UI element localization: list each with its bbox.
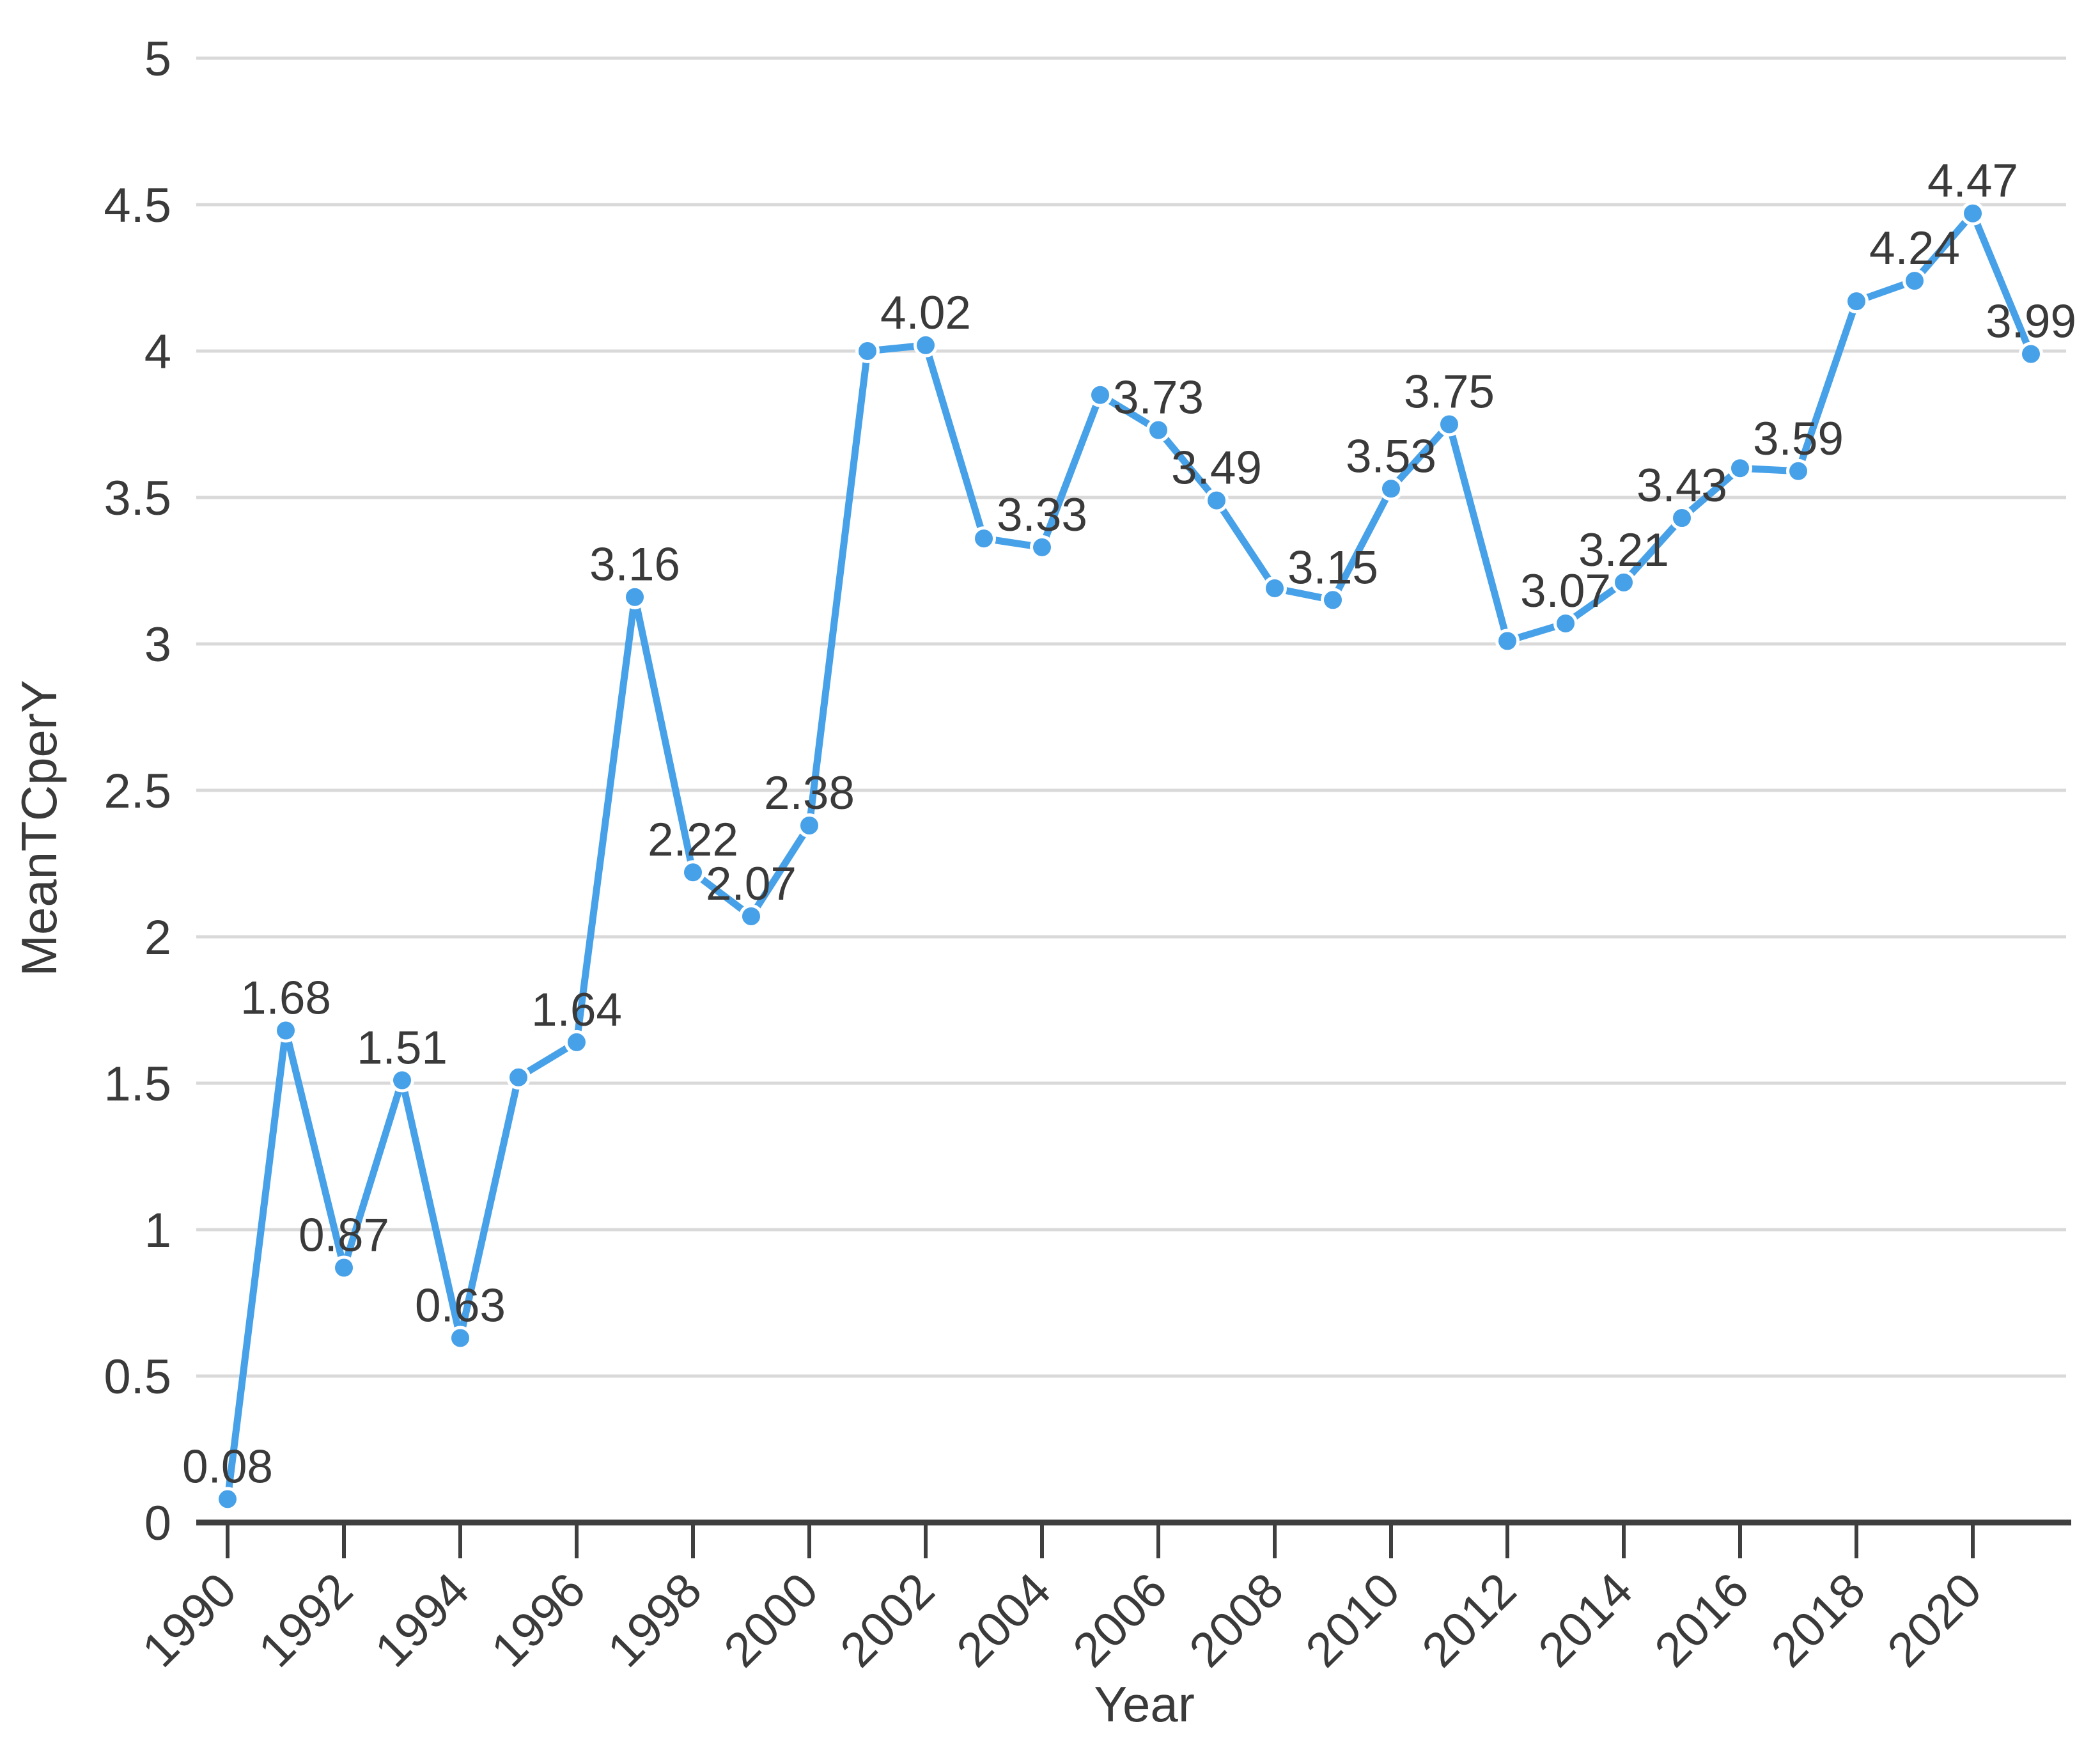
data-point-marker [215,1487,240,1512]
y-tick-label: 2.5 [104,764,171,818]
y-tick-label: 0.5 [104,1350,171,1404]
data-point-marker [564,1029,589,1054]
y-tick-label: 1 [144,1203,171,1258]
y-tick-label: 5 [144,32,171,86]
data-point-marker [1670,506,1694,531]
x-tick-label: 2004 [946,1563,1061,1678]
data-point-marker [1553,611,1578,636]
axes-group: 1990 1992 1994 1996 1998 2000 2002 2004 2006 2008… [104,32,2071,1678]
y-tick-label: 3.5 [104,471,171,526]
data-point-label: 2.07 [706,858,797,910]
x-tick-label: 2016 [1644,1563,1759,1678]
y-axis-title: MeanTCperY [11,680,67,976]
data-point-marker [681,860,705,885]
data-point-marker [2019,341,2043,366]
data-point-marker [1902,269,1927,294]
data-labels-group: 0.08 1.68 0.87 1.51 0.63 1.64 3.16 2.222.07 2.38… [182,155,2076,1493]
data-point-label: 0.08 [182,1441,273,1492]
data-point-marker [1088,382,1112,407]
data-point-label: 0.63 [415,1280,506,1331]
y-tick-label: 4.5 [104,178,171,233]
data-point-label: 3.15 [1287,542,1378,593]
data-point-label: 4.24 [1869,223,1960,274]
x-tick-label: 2020 [1877,1563,1992,1678]
data-point-label: 3.49 [1171,442,1262,494]
data-point-marker [1263,575,1287,600]
x-tick-label: 2008 [1179,1563,1294,1678]
x-tick-label: 2006 [1062,1563,1178,1678]
data-point-marker [797,813,821,838]
data-point-marker [1495,629,1520,654]
data-point-marker [274,1018,298,1043]
data-point-label: 3.21 [1578,524,1669,576]
data-point-marker [1786,458,1810,483]
data-point-label: 3.16 [589,539,680,591]
data-point-marker [448,1326,472,1350]
data-point-marker [914,333,938,357]
data-point-marker [1146,418,1171,442]
data-point-label: 0.87 [299,1210,389,1262]
x-tick-label: 2010 [1295,1563,1410,1678]
x-tick-label: 2012 [1412,1563,1527,1678]
series-group [215,201,2043,1512]
x-tick-label: 2002 [830,1563,945,1678]
y-tick-label: 2 [144,911,171,965]
data-point-label: 2.38 [764,767,855,819]
y-tick-label: 0 [144,1496,171,1551]
x-axis-title: Year [1094,1676,1195,1732]
x-tick-label: 2014 [1528,1563,1643,1678]
data-point-marker [1844,289,1869,314]
data-point-label: 1.51 [357,1022,447,1074]
data-point-label: 1.64 [531,984,622,1036]
x-tick-label: 1996 [481,1563,596,1678]
data-point-label: 3.73 [1113,372,1204,424]
data-point-label: 3.75 [1404,366,1495,418]
gridlines-group [196,56,2066,1378]
x-tick-label: 1994 [364,1563,479,1678]
x-tick-label: 1990 [132,1563,247,1678]
data-point-marker [855,339,880,363]
data-point-label: 3.43 [1637,460,1727,512]
data-point-label: 4.02 [880,287,971,339]
data-point-marker [972,526,996,551]
data-point-marker [739,904,763,928]
data-point-marker [1321,588,1345,613]
x-tick-label: 1998 [597,1563,712,1678]
data-point-marker [1030,535,1054,560]
y-tick-label: 4 [144,325,171,379]
data-point-label: 3.07 [1520,565,1611,617]
y-tick-label: 1.5 [104,1057,171,1111]
data-point-marker [1379,476,1403,501]
data-point-label: 1.68 [240,973,331,1024]
x-tick-label: 2000 [713,1563,828,1678]
data-point-marker [1961,201,1985,226]
data-point-marker [1204,488,1229,513]
data-point-label: 3.53 [1346,430,1436,482]
data-point-marker [1437,412,1461,437]
x-tick-label: 1992 [248,1563,363,1678]
data-point-label: 4.47 [1927,155,2018,207]
data-point-marker [1612,570,1636,595]
data-point-marker [506,1065,531,1090]
data-point-marker [390,1068,414,1093]
data-point-label: 3.33 [997,489,1087,541]
data-point-label: 3.99 [1986,296,2076,348]
data-point-marker [623,584,647,609]
y-tick-label: 3 [144,618,171,672]
x-tick-label: 2018 [1761,1563,1876,1678]
data-point-label: 2.22 [648,814,738,866]
data-point-marker [332,1255,356,1280]
data-point-label: 3.59 [1753,413,1844,465]
data-point-marker [1728,456,1752,481]
